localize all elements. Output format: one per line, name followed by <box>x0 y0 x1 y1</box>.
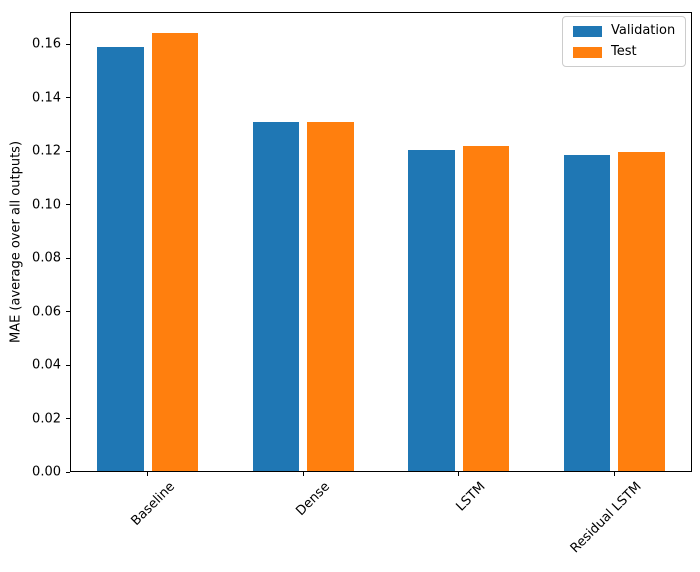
y-tick-label-0.14: 0.14 <box>32 90 61 106</box>
y-tick-mark <box>66 471 70 473</box>
plot-area <box>70 12 692 472</box>
y-tick-mark <box>66 364 70 366</box>
x-tick-mark <box>458 472 460 476</box>
y-tick-label-0.04: 0.04 <box>32 357 61 373</box>
y-tick-mark <box>66 97 70 99</box>
bar-validation-dense <box>252 121 300 472</box>
bar-test-dense <box>307 121 354 472</box>
legend: Validation Test <box>562 16 687 67</box>
legend-entry-validation: Validation <box>573 24 675 38</box>
y-tick-label-0.00: 0.00 <box>32 464 61 480</box>
x-tick-mark <box>613 472 615 476</box>
x-tick-label-baseline: Baseline <box>128 479 178 529</box>
bar-test-baseline <box>151 33 199 472</box>
y-tick-label-0.12: 0.12 <box>32 143 61 159</box>
y-tick-mark <box>66 257 70 259</box>
y-tick-label-0.16: 0.16 <box>32 36 61 52</box>
y-axis-label: MAE (average over all outputs) <box>8 140 24 344</box>
y-tick-label-0.08: 0.08 <box>32 250 61 266</box>
y-tick-label-0.06: 0.06 <box>32 304 61 320</box>
x-tick-label-lstm: LSTM <box>453 479 489 515</box>
legend-label-validation: Validation <box>611 23 676 38</box>
x-tick-label-residual-lstm: Residual LSTM <box>567 479 645 557</box>
y-tick-mark <box>66 43 70 45</box>
y-tick-label-0.10: 0.10 <box>32 197 61 213</box>
y-tick-mark <box>66 418 70 419</box>
y-tick-mark <box>66 150 70 152</box>
x-tick-mark <box>147 472 149 476</box>
legend-swatch-test <box>573 46 602 58</box>
bar-validation-lstm <box>408 149 455 472</box>
y-tick-mark <box>66 311 70 313</box>
y-tick-label-0.02: 0.02 <box>32 411 61 426</box>
y-tick-mark <box>66 204 70 206</box>
bar-validation-baseline <box>97 46 144 472</box>
bar-validation-residual-lstm <box>563 155 611 472</box>
legend-label-test: Test <box>611 44 637 59</box>
bar-test-lstm <box>462 145 510 472</box>
x-tick-label-dense: Dense <box>293 479 334 519</box>
legend-entry-test: Test <box>573 45 675 59</box>
legend-swatch-validation <box>573 25 602 37</box>
bar-test-residual-lstm <box>618 152 665 472</box>
x-tick-mark <box>302 472 304 476</box>
